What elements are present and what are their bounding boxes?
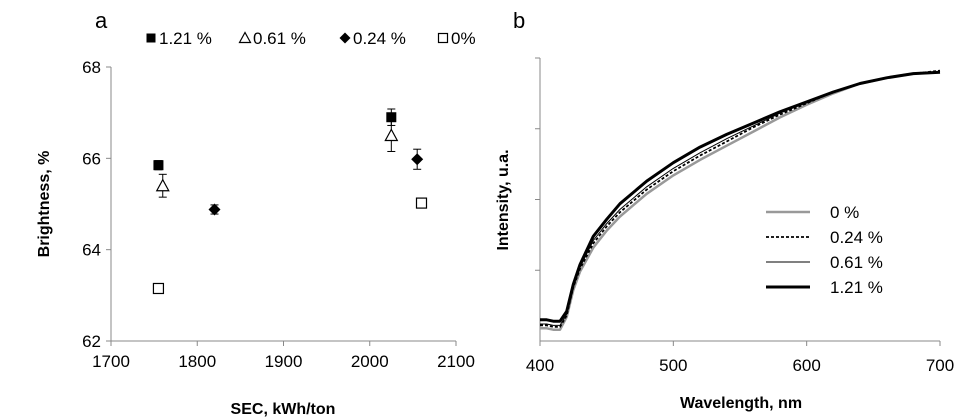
panel-b-letter: b [513, 8, 525, 33]
data-point [415, 197, 428, 209]
legend-label: 1.21 % [830, 278, 883, 297]
legend-marker [146, 33, 156, 43]
panel-a-y-axis-label: Brightness, % [36, 151, 53, 258]
y-tick-label: 68 [82, 58, 101, 77]
legend-label: 0.61 % [253, 29, 306, 48]
y-tick-label: 64 [82, 241, 101, 260]
panel-a-x-ticks: 1700 1800 1900 2000 2100 [92, 341, 475, 371]
y-tick-label: 62 [82, 332, 101, 351]
panel-b-legend: 0 % 0.24 % 0.61 % 1.21 % [766, 203, 883, 297]
panel-a-legend: 1.21 % 0.61 % 0.24 % 0% [146, 29, 476, 48]
panel-b-x-axis-label: Wavelength, nm [680, 395, 802, 412]
panel-b-y-ticks [535, 57, 540, 271]
x-tick-label: 1700 [92, 352, 130, 371]
legend-marker [339, 32, 351, 44]
legend-marker [437, 32, 449, 44]
data-point [386, 112, 397, 123]
legend-label: 0 % [830, 203, 859, 222]
legend-label: 0.61 % [830, 253, 883, 272]
panel-b-lines [540, 69, 941, 331]
legend-label: 0.24 % [353, 29, 406, 48]
x-tick-label: 2100 [437, 352, 475, 371]
panel-a-y-ticks: 62 64 66 68 [82, 58, 111, 351]
panel-a-x-axis-label: SEC, kWh/ton [231, 401, 336, 417]
x-tick-label: 1900 [265, 352, 303, 371]
x-tick-label: 700 [926, 356, 954, 375]
y-tick-label: 66 [82, 149, 101, 168]
legend-label: 1.21 % [159, 29, 212, 48]
x-tick-label: 1800 [178, 352, 216, 371]
panel-a-letter: a [95, 8, 108, 33]
panel-a-points [152, 108, 428, 295]
legend-label: 0.24 % [830, 228, 883, 247]
legend-label: 0% [451, 29, 476, 48]
data-point [384, 128, 399, 142]
data-point [411, 153, 424, 166]
series-line [540, 70, 941, 323]
panel-b-y-axis-label: Intensity, u.a. [495, 149, 512, 250]
data-point [152, 282, 165, 295]
data-point [155, 178, 170, 192]
data-point [153, 160, 164, 171]
x-tick-label: 500 [659, 356, 687, 375]
data-point [208, 203, 221, 216]
x-tick-label: 2000 [351, 352, 389, 371]
panel-b: b 400 500 600 700 Wavelength, nm Intensity,… [495, 8, 954, 412]
panel-a: a 62 64 66 68 1700 1800 1900 2000 2100 SEC, kWh… [36, 8, 476, 417]
x-tick-label: 600 [792, 356, 820, 375]
panel-b-x-ticks: 400 500 600 700 [526, 341, 954, 375]
legend-marker [238, 31, 252, 44]
x-tick-label: 400 [526, 356, 554, 375]
